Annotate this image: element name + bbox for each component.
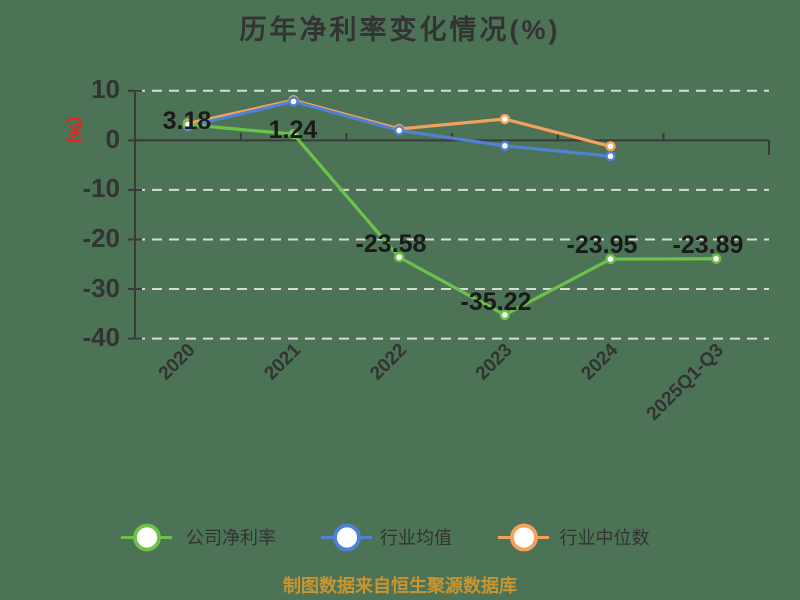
svg-text:2024: 2024 (577, 339, 622, 384)
svg-text:行业中位数: 行业中位数 (560, 528, 650, 548)
svg-text:-23.95: -23.95 (567, 231, 638, 259)
svg-text:(%): (%) (66, 117, 85, 143)
svg-text:2021: 2021 (260, 339, 305, 384)
svg-text:-30: -30 (82, 273, 120, 303)
svg-text:-23.58: -23.58 (356, 230, 427, 258)
svg-text:10: 10 (91, 74, 120, 104)
svg-text:2022: 2022 (366, 340, 411, 385)
svg-text:-23.89: -23.89 (673, 231, 744, 259)
svg-text:2020: 2020 (155, 340, 200, 385)
svg-text:-10: -10 (82, 173, 120, 203)
svg-text:0: 0 (106, 124, 120, 154)
svg-text:2025Q1-Q3: 2025Q1-Q3 (643, 340, 728, 425)
svg-text:制图数据来自恒生聚源数据库: 制图数据来自恒生聚源数据库 (283, 575, 517, 596)
svg-text:1.24: 1.24 (269, 116, 318, 144)
svg-text:3.18: 3.18 (163, 107, 212, 135)
svg-text:-20: -20 (82, 223, 120, 253)
svg-text:-35.22: -35.22 (461, 288, 532, 316)
svg-text:-40: -40 (82, 322, 120, 352)
svg-text:公司净利率: 公司净利率 (186, 528, 276, 548)
svg-text:行业均值: 行业均值 (380, 528, 452, 548)
svg-text:2023: 2023 (472, 340, 517, 385)
